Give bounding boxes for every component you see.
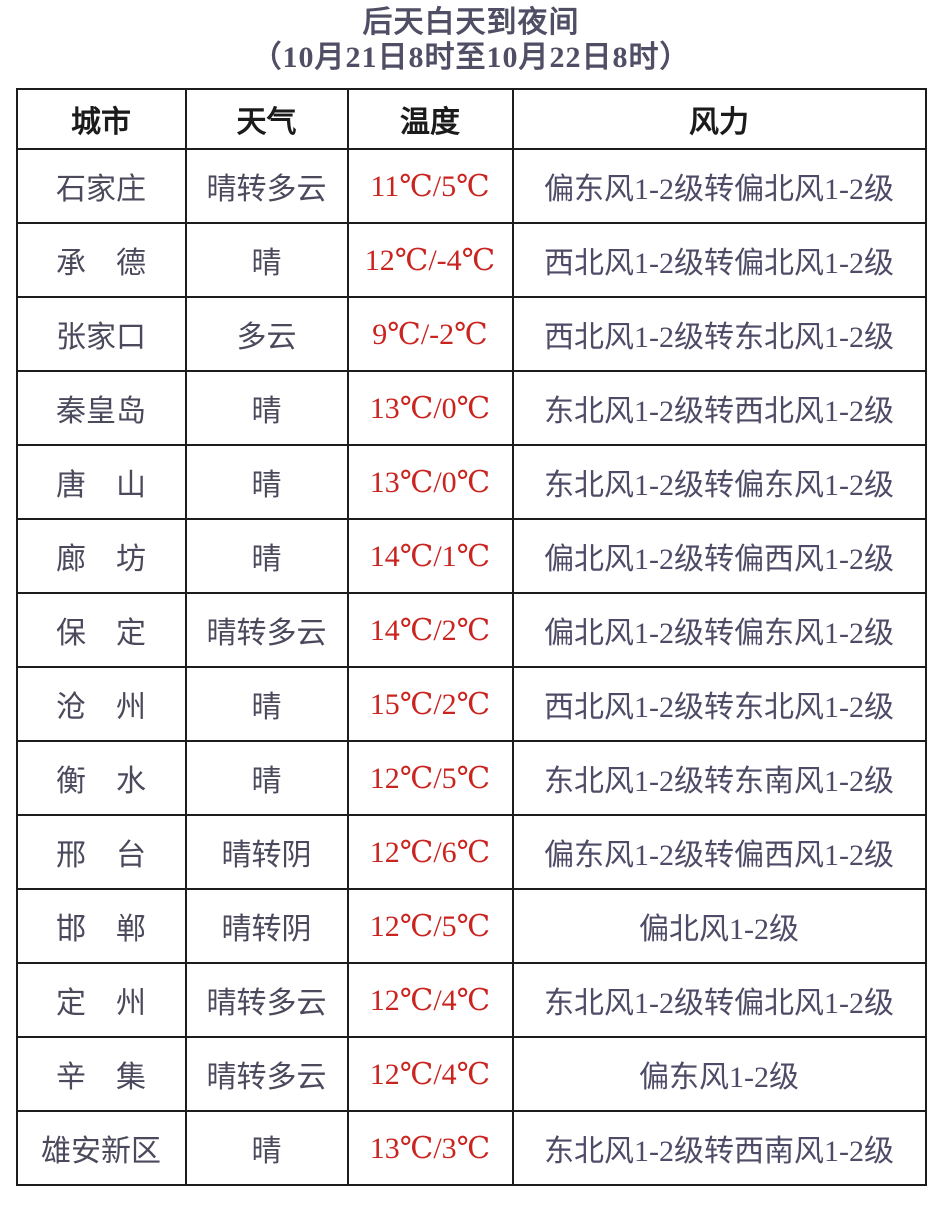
header-temperature: 温度 xyxy=(346,88,514,150)
table-row: 邯 郸晴转阴 12℃/5℃ 偏北风1-2级 xyxy=(15,888,927,964)
weather-cell: 晴 xyxy=(184,370,349,446)
table-row: 石家庄 晴转多云 11℃/5℃ 偏东风1-2级转偏北风1-2级 xyxy=(15,148,927,224)
wind-cell: 东北风1-2级转西南风1-2级 xyxy=(511,1110,927,1186)
city-cell: 辛 集 xyxy=(15,1036,187,1112)
temp-cell: 9℃/-2℃ xyxy=(346,296,514,372)
table-body: 石家庄 晴转多云 11℃/5℃ 偏东风1-2级转偏北风1-2级承 德晴 12℃/-4℃ 西… xyxy=(15,148,927,1186)
wind-cell: 西北风1-2级转偏北风1-2级 xyxy=(511,222,927,298)
city-cell: 石家庄 xyxy=(15,148,187,224)
city-cell: 邢 台 xyxy=(15,814,187,890)
table-row: 张家口 多云 9℃/-2℃ 西北风1-2级转东北风1-2级 xyxy=(15,296,927,372)
temp-cell: 11℃/5℃ xyxy=(346,148,514,224)
weather-cell: 多云 xyxy=(184,296,349,372)
table-row: 辛 集晴转多云 12℃/4℃ 偏东风1-2级 xyxy=(15,1036,927,1112)
wind-cell: 东北风1-2级转偏北风1-2级 xyxy=(511,962,927,1038)
wind-cell: 东北风1-2级转西北风1-2级 xyxy=(511,370,927,446)
page-subtitle: （10月21日8时至10月22日8时） xyxy=(251,41,691,74)
weather-cell: 晴转多云 xyxy=(184,962,349,1038)
weather-cell: 晴转多云 xyxy=(184,1036,349,1112)
temp-cell: 12℃/-4℃ xyxy=(346,222,514,298)
weather-cell: 晴 xyxy=(184,444,349,520)
weather-cell: 晴 xyxy=(184,518,349,594)
city-cell: 保 定 xyxy=(15,592,187,668)
temp-cell: 15℃/2℃ xyxy=(346,666,514,742)
city-cell: 秦皇岛 xyxy=(15,370,187,446)
city-cell: 承 德 xyxy=(15,222,187,298)
table-row: 承 德晴 12℃/-4℃ 西北风1-2级转偏北风1-2级 xyxy=(15,222,927,298)
table-header: 城市 天气 温度 风力 xyxy=(15,88,927,150)
city-cell: 邯 郸 xyxy=(15,888,187,964)
title-block: 后天白天到夜间 （10月21日8时至10月22日8时） xyxy=(0,0,942,75)
temp-cell: 12℃/4℃ xyxy=(346,1036,514,1112)
temp-cell: 13℃/0℃ xyxy=(346,444,514,520)
table-row: 廊 坊晴 14℃/1℃ 偏北风1-2级转偏西风1-2级 xyxy=(15,518,927,594)
wind-cell: 偏北风1-2级转偏西风1-2级 xyxy=(511,518,927,594)
wind-cell: 西北风1-2级转东北风1-2级 xyxy=(511,666,927,742)
table-row: 唐 山晴 13℃/0℃ 东北风1-2级转偏东风1-2级 xyxy=(15,444,927,520)
header-weather: 天气 xyxy=(184,88,349,150)
table-row: 秦皇岛晴 13℃/0℃ 东北风1-2级转西北风1-2级 xyxy=(15,370,927,446)
city-cell: 张家口 xyxy=(15,296,187,372)
temp-cell: 13℃/3℃ xyxy=(346,1110,514,1186)
table-row: 定 州晴转多云 12℃/4℃ 东北风1-2级转偏北风1-2级 xyxy=(15,962,927,1038)
temp-cell: 12℃/5℃ xyxy=(346,740,514,816)
city-cell: 衡 水 xyxy=(15,740,187,816)
wind-cell: 偏东风1-2级转偏西风1-2级 xyxy=(511,814,927,890)
wind-cell: 偏东风1-2级转偏北风1-2级 xyxy=(511,148,927,224)
temp-cell: 14℃/1℃ xyxy=(346,518,514,594)
weather-cell: 晴转阴 xyxy=(184,814,349,890)
city-cell: 雄安新区 xyxy=(15,1110,187,1186)
weather-cell: 晴转多云 xyxy=(184,148,349,224)
weather-cell: 晴 xyxy=(184,740,349,816)
wind-cell: 东北风1-2级转东南风1-2级 xyxy=(511,740,927,816)
table-row: 雄安新区晴 13℃/3℃ 东北风1-2级转西南风1-2级 xyxy=(15,1110,927,1186)
weather-cell: 晴 xyxy=(184,1110,349,1186)
city-cell: 定 州 xyxy=(15,962,187,1038)
table-row: 保 定晴转多云 14℃/2℃ 偏北风1-2级转偏东风1-2级 xyxy=(15,592,927,668)
weather-cell: 晴转阴 xyxy=(184,888,349,964)
page-title: 后天白天到夜间 xyxy=(362,6,580,39)
header-city: 城市 xyxy=(15,88,187,150)
wind-cell: 偏北风1-2级转偏东风1-2级 xyxy=(511,592,927,668)
table-row: 衡 水晴 12℃/5℃ 东北风1-2级转东南风1-2级 xyxy=(15,740,927,816)
forecast-table: 城市 天气 温度 风力 石家庄 晴转多云 11℃/5℃ 偏东风1-2级转偏北风1-2级… xyxy=(15,88,927,1186)
weather-cell: 晴转多云 xyxy=(184,592,349,668)
header-row: 城市 天气 温度 风力 xyxy=(15,88,927,150)
temp-cell: 12℃/6℃ xyxy=(346,814,514,890)
city-cell: 廊 坊 xyxy=(15,518,187,594)
city-cell: 沧 州 xyxy=(15,666,187,742)
table-row: 沧 州晴 15℃/2℃ 西北风1-2级转东北风1-2级 xyxy=(15,666,927,742)
temp-cell: 12℃/4℃ xyxy=(346,962,514,1038)
weather-cell: 晴 xyxy=(184,666,349,742)
temp-cell: 13℃/0℃ xyxy=(346,370,514,446)
weather-cell: 晴 xyxy=(184,222,349,298)
city-cell: 唐 山 xyxy=(15,444,187,520)
table-row: 邢 台晴转阴 12℃/6℃ 偏东风1-2级转偏西风1-2级 xyxy=(15,814,927,890)
temp-cell: 14℃/2℃ xyxy=(346,592,514,668)
temp-cell: 12℃/5℃ xyxy=(346,888,514,964)
header-wind: 风力 xyxy=(511,88,927,150)
wind-cell: 东北风1-2级转偏东风1-2级 xyxy=(511,444,927,520)
wind-cell: 西北风1-2级转东北风1-2级 xyxy=(511,296,927,372)
wind-cell: 偏北风1-2级 xyxy=(511,888,927,964)
wind-cell: 偏东风1-2级 xyxy=(511,1036,927,1112)
